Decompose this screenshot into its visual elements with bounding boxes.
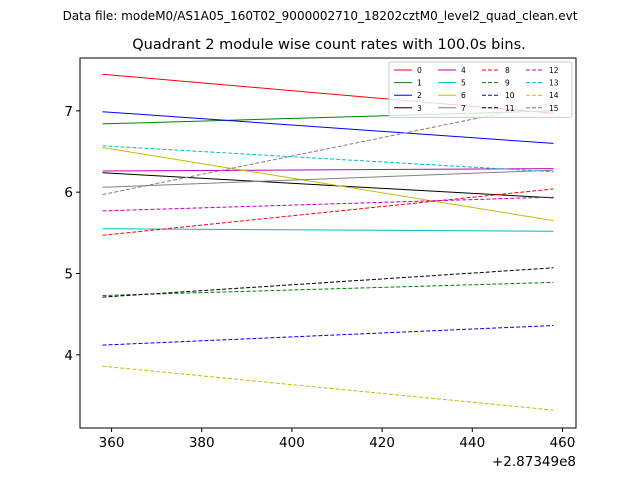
legend-label-11: 11 <box>505 104 515 113</box>
x-tick-label-380: 380 <box>189 435 215 451</box>
series-line-5 <box>102 228 554 232</box>
legend-label-14: 14 <box>549 91 559 100</box>
legend-label-6: 6 <box>461 91 466 100</box>
axes-frame <box>79 57 577 429</box>
series-line-2 <box>102 111 554 144</box>
series-line-6 <box>102 147 554 222</box>
x-tick-label-420: 420 <box>369 435 395 451</box>
figure-suptitle: Data file: modeM0/AS1A05_160T02_90000027… <box>63 9 578 23</box>
series-line-11 <box>102 267 554 298</box>
legend-label-0: 0 <box>417 66 422 75</box>
legend-label-8: 8 <box>505 66 510 75</box>
y-tick-label-5: 5 <box>64 266 73 282</box>
x-tick-label-360: 360 <box>99 435 125 451</box>
chart-title: Quadrant 2 module wise count rates with … <box>132 37 526 53</box>
x-tick-label-400: 400 <box>279 435 305 451</box>
series-line-12 <box>102 196 554 212</box>
legend-label-13: 13 <box>549 79 559 88</box>
x-tick-label-460: 460 <box>550 435 576 451</box>
legend-box <box>388 61 573 118</box>
x-tick-label-440: 440 <box>459 435 485 451</box>
series-line-4 <box>102 168 554 172</box>
series-line-15 <box>102 102 554 196</box>
y-tick-label-4: 4 <box>64 348 73 364</box>
series-line-3 <box>102 172 554 199</box>
legend-label-15: 15 <box>549 104 559 113</box>
series-line-9 <box>102 281 554 296</box>
x-axis-offset-label: +2.87349e8 <box>492 454 576 470</box>
legend-label-12: 12 <box>549 66 559 75</box>
series-line-8 <box>102 188 554 236</box>
series-line-10 <box>102 325 554 346</box>
series-line-7 <box>102 169 554 188</box>
legend-label-2: 2 <box>417 91 422 100</box>
series-line-13 <box>102 145 554 173</box>
legend-label-3: 3 <box>417 104 422 113</box>
y-tick-label-6: 6 <box>64 185 73 201</box>
legend-label-9: 9 <box>505 79 510 88</box>
legend-label-7: 7 <box>461 104 466 113</box>
legend-label-4: 4 <box>461 66 466 75</box>
legend-label-10: 10 <box>505 91 515 100</box>
y-tick-label-7: 7 <box>64 104 73 120</box>
legend-label-1: 1 <box>417 79 422 88</box>
plot-area <box>102 73 554 411</box>
legend-label-5: 5 <box>461 79 466 88</box>
series-line-14 <box>102 365 554 411</box>
